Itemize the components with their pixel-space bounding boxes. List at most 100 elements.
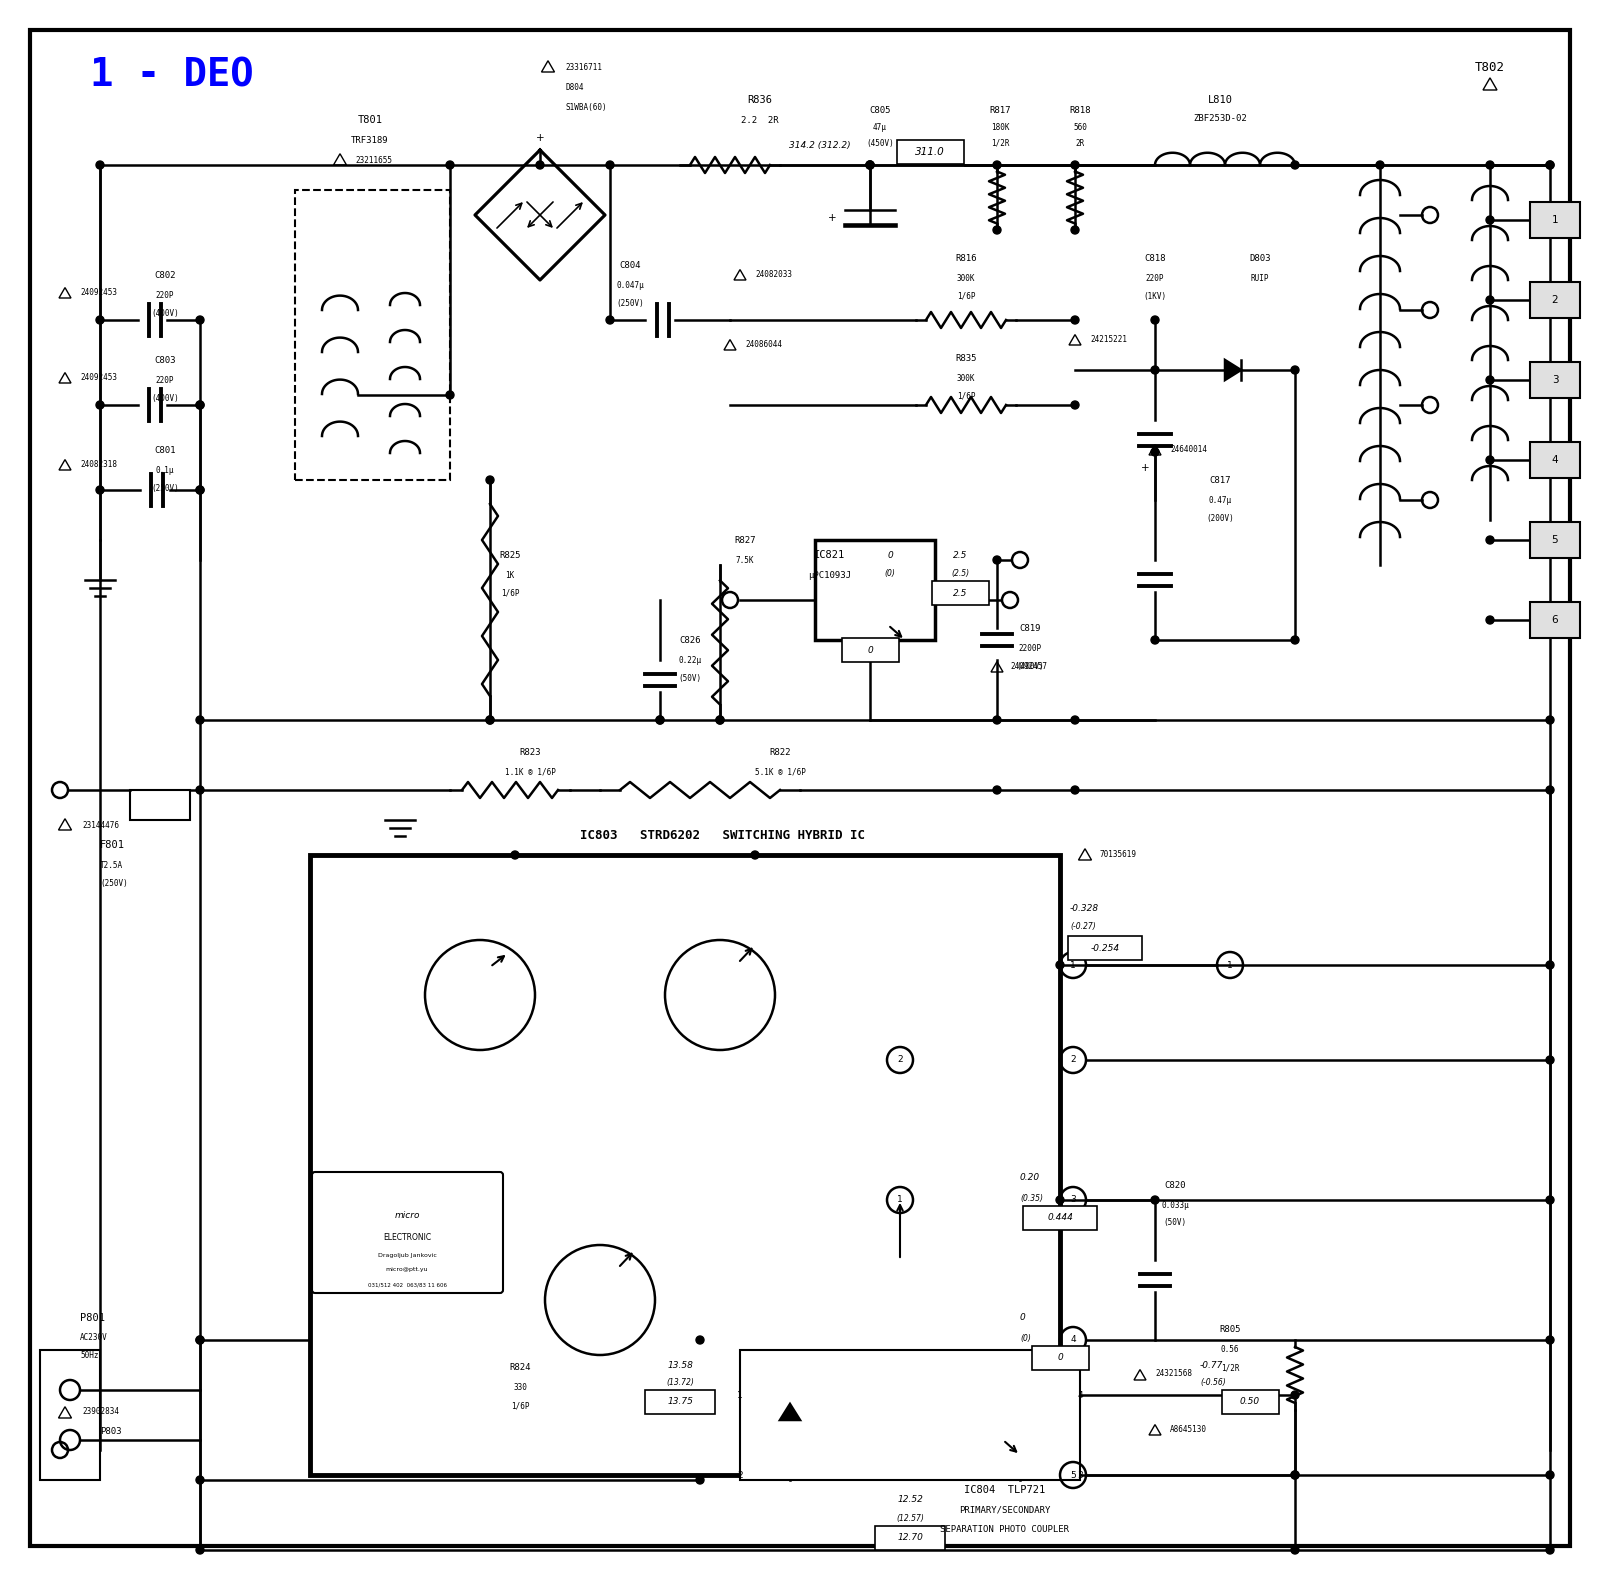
Text: 23902834: 23902834 xyxy=(82,1407,118,1417)
Text: 24086044: 24086044 xyxy=(746,339,782,348)
Text: R816: R816 xyxy=(955,254,976,263)
Text: R835: R835 xyxy=(955,353,976,362)
Text: C804: C804 xyxy=(619,260,640,269)
FancyBboxPatch shape xyxy=(1022,1206,1098,1229)
Text: 23316711: 23316711 xyxy=(565,63,602,71)
Text: R822: R822 xyxy=(770,747,790,756)
Circle shape xyxy=(1056,961,1064,969)
Text: (2.5): (2.5) xyxy=(950,569,970,577)
Text: 2200P: 2200P xyxy=(1019,643,1042,652)
Text: 24092453: 24092453 xyxy=(80,287,117,296)
Circle shape xyxy=(1546,161,1554,169)
Text: (400V): (400V) xyxy=(150,394,179,402)
Circle shape xyxy=(1376,161,1384,169)
Text: S1WBA(60): S1WBA(60) xyxy=(565,102,606,112)
Text: D804: D804 xyxy=(565,82,584,91)
Text: 0.033μ: 0.033μ xyxy=(1162,1201,1189,1209)
Text: 24092457: 24092457 xyxy=(1010,662,1046,670)
Text: -0.77: -0.77 xyxy=(1200,1360,1224,1370)
Circle shape xyxy=(1546,161,1554,169)
Text: (400V): (400V) xyxy=(1016,662,1043,670)
Text: 24640014: 24640014 xyxy=(1170,444,1206,454)
Text: 0: 0 xyxy=(867,646,874,654)
Text: (13.72): (13.72) xyxy=(666,1379,694,1387)
Text: (400V): (400V) xyxy=(150,309,179,317)
Polygon shape xyxy=(781,1404,800,1420)
Circle shape xyxy=(195,1336,205,1344)
Text: 23211655: 23211655 xyxy=(355,156,392,164)
Text: 1: 1 xyxy=(1070,960,1075,969)
Text: R824: R824 xyxy=(509,1363,531,1373)
Circle shape xyxy=(486,716,494,723)
Circle shape xyxy=(1546,1336,1554,1344)
FancyBboxPatch shape xyxy=(842,638,899,662)
Circle shape xyxy=(1486,161,1494,169)
Text: C802: C802 xyxy=(154,271,176,279)
Circle shape xyxy=(195,786,205,794)
FancyBboxPatch shape xyxy=(1221,1390,1278,1414)
Text: 24215221: 24215221 xyxy=(1090,334,1126,344)
Circle shape xyxy=(536,161,544,169)
Circle shape xyxy=(446,161,454,169)
Circle shape xyxy=(195,1336,205,1344)
Circle shape xyxy=(96,400,104,410)
Circle shape xyxy=(1486,616,1494,624)
Circle shape xyxy=(1070,400,1078,410)
Text: 300K: 300K xyxy=(957,374,976,383)
Text: R836: R836 xyxy=(747,95,773,106)
Circle shape xyxy=(1546,786,1554,794)
Circle shape xyxy=(1150,317,1158,325)
Text: 2: 2 xyxy=(1552,295,1558,306)
Text: 0: 0 xyxy=(886,550,893,559)
Text: micro: micro xyxy=(394,1210,419,1220)
Text: 560: 560 xyxy=(1074,123,1086,131)
Text: ELECTRONIC: ELECTRONIC xyxy=(382,1232,430,1242)
Text: C803: C803 xyxy=(154,356,176,364)
Text: 0.444: 0.444 xyxy=(1046,1214,1074,1223)
Text: 12.52: 12.52 xyxy=(898,1496,923,1505)
Text: 2: 2 xyxy=(898,1056,902,1064)
Text: P801: P801 xyxy=(80,1313,106,1322)
Text: 0.22μ: 0.22μ xyxy=(678,656,701,665)
Circle shape xyxy=(195,485,205,493)
Text: 0.047μ: 0.047μ xyxy=(616,281,643,290)
Circle shape xyxy=(1150,366,1158,374)
Text: 220P: 220P xyxy=(1146,274,1165,282)
Circle shape xyxy=(96,161,104,169)
Text: 4: 4 xyxy=(1552,455,1558,465)
Circle shape xyxy=(656,716,664,723)
Circle shape xyxy=(1546,716,1554,723)
Text: TRF3189: TRF3189 xyxy=(350,136,389,145)
Text: 50Hz: 50Hz xyxy=(80,1352,99,1360)
Circle shape xyxy=(866,161,874,169)
Text: 7.5K: 7.5K xyxy=(736,555,754,564)
Text: 2R: 2R xyxy=(1075,139,1085,148)
FancyBboxPatch shape xyxy=(896,140,963,164)
FancyBboxPatch shape xyxy=(875,1526,946,1551)
Circle shape xyxy=(486,716,494,723)
Circle shape xyxy=(1070,161,1078,169)
Text: 1/2R: 1/2R xyxy=(1221,1363,1240,1373)
FancyBboxPatch shape xyxy=(1032,1346,1088,1370)
Circle shape xyxy=(994,716,1002,723)
Circle shape xyxy=(994,225,1002,233)
Text: (0): (0) xyxy=(1021,1333,1030,1343)
Text: (1KV): (1KV) xyxy=(1144,292,1166,301)
Text: (250V): (250V) xyxy=(99,878,128,887)
Circle shape xyxy=(1546,1470,1554,1478)
Text: 24321568: 24321568 xyxy=(1155,1370,1192,1379)
Circle shape xyxy=(750,851,758,859)
Text: 1K: 1K xyxy=(506,571,515,580)
Circle shape xyxy=(195,1546,205,1554)
Text: A8645130: A8645130 xyxy=(1170,1425,1206,1434)
Circle shape xyxy=(1546,961,1554,969)
Text: ZBF253D-02: ZBF253D-02 xyxy=(1194,113,1246,123)
Text: 3: 3 xyxy=(1552,375,1558,385)
Text: μPC1093J: μPC1093J xyxy=(808,571,851,580)
Text: C819: C819 xyxy=(1019,624,1040,632)
Text: 24082318: 24082318 xyxy=(80,460,117,468)
Text: 5: 5 xyxy=(1552,534,1558,545)
Text: T802: T802 xyxy=(1475,60,1506,74)
Circle shape xyxy=(1546,1196,1554,1204)
Bar xyxy=(814,541,934,640)
